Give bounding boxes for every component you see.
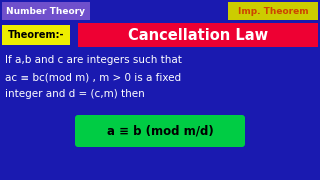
Text: Theorem:-: Theorem:-: [8, 30, 64, 40]
Text: integer and d = (c,m) then: integer and d = (c,m) then: [5, 89, 145, 99]
Text: a ≡ b (mod m/d): a ≡ b (mod m/d): [107, 125, 213, 138]
FancyBboxPatch shape: [228, 2, 318, 20]
Text: Imp. Theorem: Imp. Theorem: [238, 6, 308, 15]
Text: ac ≡ bc(mod m) , m > 0 is a fixed: ac ≡ bc(mod m) , m > 0 is a fixed: [5, 72, 181, 82]
Text: Number Theory: Number Theory: [6, 6, 85, 15]
Text: If a,b and c are integers such that: If a,b and c are integers such that: [5, 55, 182, 65]
FancyBboxPatch shape: [78, 23, 318, 47]
FancyBboxPatch shape: [2, 25, 70, 45]
FancyBboxPatch shape: [2, 2, 90, 20]
Text: Cancellation Law: Cancellation Law: [128, 28, 268, 42]
FancyBboxPatch shape: [75, 115, 245, 147]
